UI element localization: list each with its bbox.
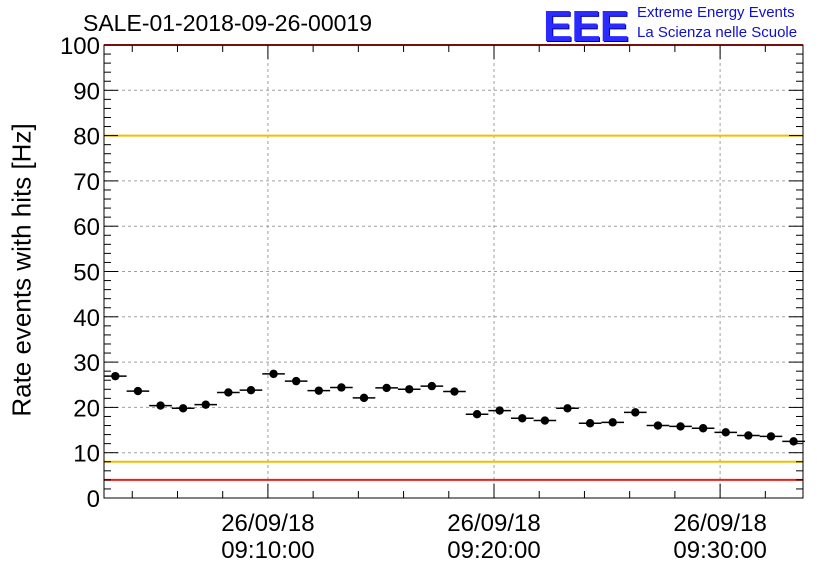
- y-axis-label: Rate events with hits [Hz]: [6, 123, 37, 417]
- reference-lines: [104, 44, 803, 481]
- y-tick-label: 20: [73, 395, 100, 422]
- logo-line-1: Extreme Energy Events: [637, 4, 795, 21]
- x-tick-label-time: 09:10:00: [221, 537, 314, 564]
- y-tick-label: 70: [73, 169, 100, 196]
- x-tick-label-time: 09:20:00: [447, 537, 540, 564]
- data-point: [382, 383, 391, 393]
- data-point: [133, 386, 143, 396]
- data-point: [721, 428, 730, 437]
- data-point: [698, 424, 708, 433]
- logo-subtitle: Extreme Energy Events La Scienza nelle S…: [637, 3, 797, 43]
- data-point: [111, 371, 120, 381]
- eee-logo: EEE: [543, 2, 629, 51]
- y-tick-label: 60: [73, 214, 100, 241]
- data-points: [104, 369, 805, 446]
- data-point: [608, 418, 617, 427]
- data-point: [359, 393, 369, 403]
- logo-line-2: La Scienza nelle Scuole: [637, 24, 798, 41]
- chart-title: SALE-01-2018-09-26-00019: [83, 10, 372, 36]
- data-point: [676, 422, 685, 431]
- data-point: [540, 416, 550, 425]
- x-tick-label-date: 26/09/18: [221, 510, 314, 537]
- data-point: [766, 432, 776, 441]
- y-tick-label: 80: [73, 124, 100, 151]
- y-tick-label: 40: [73, 305, 100, 332]
- y-tick-label: 50: [73, 260, 100, 287]
- y-tick-label: 10: [73, 441, 100, 468]
- data-point: [653, 421, 663, 430]
- y-tick-label: 100: [60, 33, 100, 60]
- data-point: [156, 401, 165, 410]
- data-point: [224, 388, 233, 397]
- data-point: [585, 419, 595, 428]
- y-tick-label: 90: [73, 78, 100, 105]
- data-point: [201, 400, 210, 409]
- data-point: [563, 404, 572, 413]
- data-point: [405, 385, 414, 394]
- axis-ticks: 010203040506070809010026/09/1809:10:0026…: [60, 33, 803, 564]
- data-point: [789, 437, 798, 446]
- data-point: [314, 386, 323, 395]
- grid-layer: [104, 45, 803, 498]
- x-tick-label-time: 09:30:00: [673, 537, 766, 564]
- y-tick-label: 0: [87, 486, 100, 513]
- data-point: [744, 431, 753, 440]
- data-point: [178, 404, 188, 413]
- data-point: [269, 369, 278, 379]
- data-point: [631, 408, 640, 417]
- y-tick-label: 30: [73, 350, 100, 377]
- data-point: [450, 387, 459, 396]
- x-tick-label-date: 26/09/18: [447, 510, 540, 537]
- data-point: [427, 381, 437, 391]
- data-point: [518, 414, 527, 423]
- data-point: [495, 406, 504, 415]
- data-point: [337, 383, 346, 392]
- data-point: [246, 385, 256, 395]
- x-tick-label-date: 26/09/18: [673, 510, 766, 537]
- data-point: [291, 376, 301, 386]
- data-point: [472, 409, 482, 419]
